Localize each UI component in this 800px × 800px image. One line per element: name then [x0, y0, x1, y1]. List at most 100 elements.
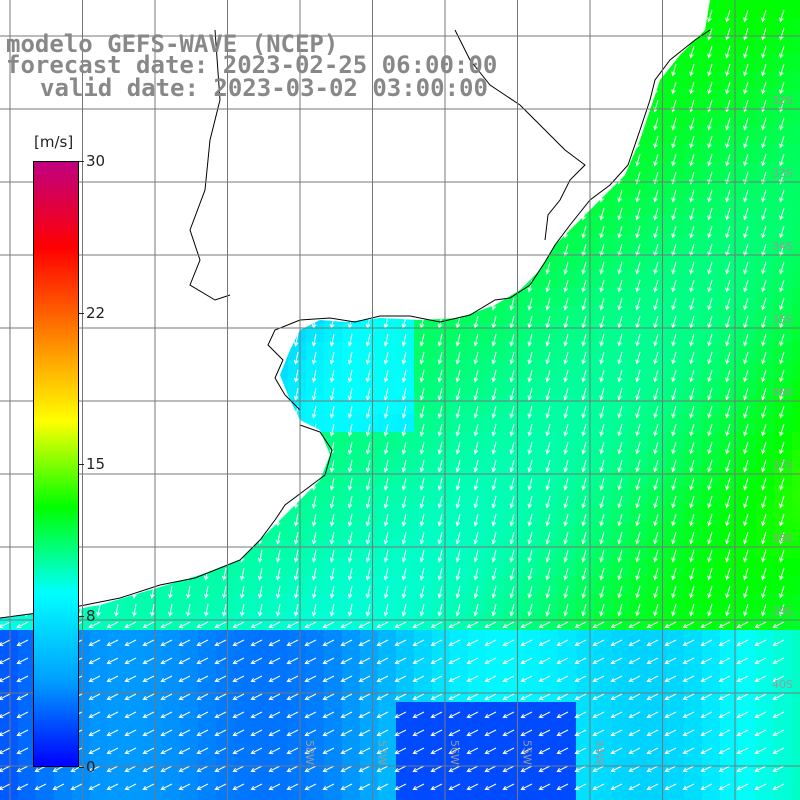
- wind-speed-cell: [702, 18, 720, 36]
- wind-speed-cell: [522, 306, 540, 324]
- wind-speed-cell: [648, 504, 666, 522]
- wind-speed-cell: [702, 306, 720, 324]
- wind-speed-cell: [648, 594, 666, 612]
- wind-speed-cell: [594, 360, 612, 378]
- colorbar-tick-label: 15: [86, 455, 106, 473]
- wind-speed-cell: [684, 108, 702, 126]
- wind-speed-cell: [648, 126, 666, 144]
- wind-speed-cell: [774, 414, 792, 432]
- wind-speed-cell: [666, 414, 684, 432]
- wind-speed-cell: [468, 792, 486, 800]
- wind-speed-cell: [684, 360, 702, 378]
- wind-speed-cell: [684, 342, 702, 360]
- latitude-label: 33S: [772, 167, 793, 180]
- wind-speed-cell: [702, 540, 720, 558]
- latitude-label: 39S: [772, 605, 793, 618]
- wind-speed-cell: [468, 360, 486, 378]
- wind-speed-cell: [792, 306, 800, 324]
- wind-speed-cell: [738, 198, 756, 216]
- wind-speed-cell: [612, 306, 630, 324]
- wind-speed-cell: [738, 72, 756, 90]
- colorbar-tick-label: 22: [86, 303, 106, 322]
- latitude-label: 36S: [772, 386, 793, 399]
- wind-speed-cell: [720, 306, 738, 324]
- wind-speed-cell: [738, 576, 756, 594]
- wind-speed-cell: [666, 288, 684, 306]
- wind-speed-cell: [792, 162, 800, 180]
- wind-speed-cell: [792, 594, 800, 612]
- wind-speed-cell: [342, 360, 360, 378]
- wind-speed-cell: [378, 450, 396, 468]
- wind-speed-cell: [756, 558, 774, 576]
- wind-speed-cell: [594, 450, 612, 468]
- wind-speed-cell: [774, 216, 792, 234]
- wind-speed-cell: [666, 504, 684, 522]
- wind-speed-cell: [684, 540, 702, 558]
- wind-speed-cell: [666, 234, 684, 252]
- wind-speed-cell: [684, 72, 702, 90]
- wind-speed-cell: [234, 792, 252, 800]
- wind-speed-cell: [666, 144, 684, 162]
- wind-speed-cell: [774, 18, 792, 36]
- wind-speed-cell: [756, 72, 774, 90]
- wind-speed-cell: [702, 378, 720, 396]
- wind-speed-cell: [738, 108, 756, 126]
- wind-speed-cell: [720, 0, 738, 18]
- wind-speed-cell: [702, 324, 720, 342]
- wind-speed-cell: [702, 144, 720, 162]
- wind-speed-cell: [288, 792, 306, 800]
- wind-speed-cell: [486, 378, 504, 396]
- wind-speed-cell: [738, 216, 756, 234]
- wind-speed-cell: [756, 306, 774, 324]
- wind-speed-cell: [630, 216, 648, 234]
- wind-speed-cell: [522, 792, 540, 800]
- colorbar-tick-mark: [79, 161, 84, 162]
- wind-speed-cell: [702, 72, 720, 90]
- wind-speed-cell: [360, 342, 378, 360]
- wind-speed-cell: [540, 342, 558, 360]
- wind-speed-cell: [630, 414, 648, 432]
- wind-speed-cell: [774, 504, 792, 522]
- wind-speed-cell: [702, 162, 720, 180]
- wind-speed-cell: [702, 36, 720, 54]
- wind-speed-cell: [792, 540, 800, 558]
- wind-speed-cell: [612, 252, 630, 270]
- wind-speed-cell: [666, 522, 684, 540]
- wind-speed-cell: [756, 36, 774, 54]
- wind-speed-cell: [774, 342, 792, 360]
- longitude-label: 54W: [593, 740, 606, 765]
- wind-speed-cell: [666, 180, 684, 198]
- wind-speed-cell: [738, 522, 756, 540]
- wind-speed-cell: [198, 792, 216, 800]
- wind-speed-cell: [540, 270, 558, 288]
- wind-speed-cell: [612, 180, 630, 198]
- wind-speed-cell: [792, 0, 800, 18]
- wind-speed-cell: [378, 342, 396, 360]
- wind-speed-cell: [702, 414, 720, 432]
- wind-speed-cell: [774, 324, 792, 342]
- wind-speed-cell: [738, 468, 756, 486]
- wind-speed-cell: [792, 72, 800, 90]
- wind-speed-cell: [594, 198, 612, 216]
- wind-speed-cell: [504, 792, 522, 800]
- wind-speed-cell: [0, 792, 18, 800]
- wind-speed-cell: [792, 396, 800, 414]
- wind-speed-cell: [720, 108, 738, 126]
- wind-speed-cell: [792, 288, 800, 306]
- wind-speed-cell: [774, 360, 792, 378]
- wind-speed-cell: [792, 666, 800, 684]
- wind-speed-cell: [702, 594, 720, 612]
- wind-speed-cell: [612, 378, 630, 396]
- wind-speed-cell: [468, 414, 486, 432]
- wind-speed-cell: [648, 468, 666, 486]
- wind-speed-cell: [612, 360, 630, 378]
- wind-speed-cell: [774, 108, 792, 126]
- wind-speed-cell: [630, 234, 648, 252]
- wind-speed-cell: [756, 126, 774, 144]
- wind-speed-cell: [738, 126, 756, 144]
- wind-speed-cell: [666, 576, 684, 594]
- wind-speed-cell: [684, 270, 702, 288]
- wind-speed-cell: [648, 144, 666, 162]
- wind-speed-cell: [666, 270, 684, 288]
- wind-speed-cell: [666, 306, 684, 324]
